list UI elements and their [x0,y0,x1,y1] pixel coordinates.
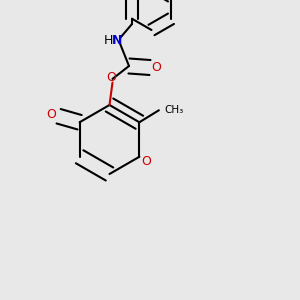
Text: O: O [151,61,161,74]
Text: H: H [104,34,113,47]
Text: N: N [112,34,122,47]
Text: O: O [46,108,56,121]
Text: O: O [141,155,151,168]
Text: O: O [106,70,116,84]
Text: CH₃: CH₃ [164,105,184,115]
